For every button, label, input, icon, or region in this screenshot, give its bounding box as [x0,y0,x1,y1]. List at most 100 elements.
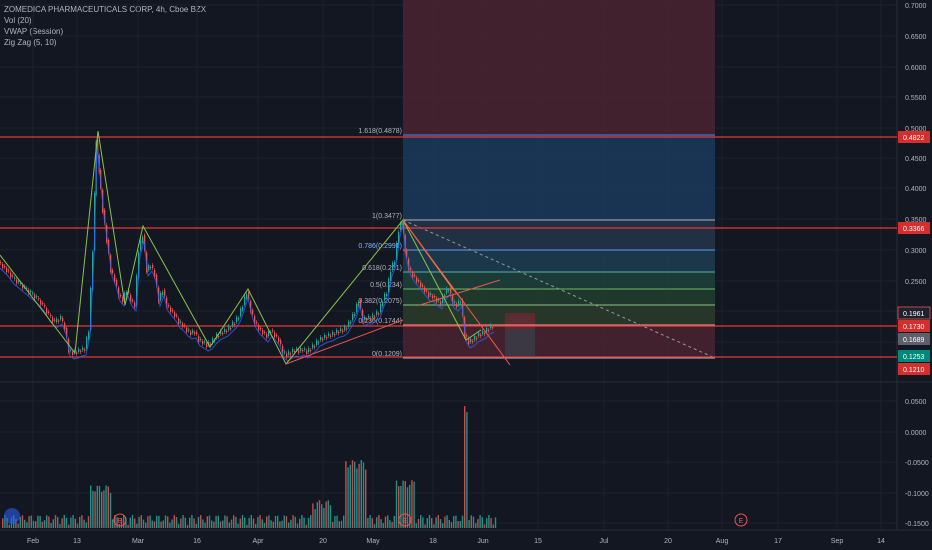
candle [92,252,94,290]
candle [300,348,302,351]
candle [332,332,334,335]
candle [22,284,24,289]
candle [450,288,452,293]
candle [280,340,282,344]
volume-bar [371,518,373,528]
volume-bar [246,524,248,528]
candle [196,332,198,334]
volume-bar [167,516,169,528]
zigzag-line [0,130,482,365]
candle [120,295,122,297]
volume-bar [224,515,226,528]
candle [352,314,354,320]
volume-bar [222,520,224,528]
candle [428,292,430,297]
legend-volume[interactable]: Vol (20) [4,16,32,25]
volume-bar [233,515,235,528]
candle [486,328,488,332]
candle [166,297,168,307]
time-axis-tick: 18 [429,538,437,545]
candle [384,294,386,300]
volume-bar [384,516,387,528]
candle [230,328,232,330]
volume-bar [263,522,266,528]
earnings-marker-icon [113,513,127,527]
candle [258,325,260,330]
volume-bar [296,523,299,528]
fib-label: 0.236(0.1744) [358,318,402,325]
candle [358,302,360,306]
candle [250,301,252,312]
candle [246,294,248,299]
tradingview-logo-icon [4,508,20,524]
volume-bar [444,516,446,528]
volume-bar [413,481,415,528]
volume-bar [182,515,184,528]
time-axis-tick: Jul [600,538,609,545]
time-axis-tick: Apr [253,538,265,545]
candle [290,353,292,355]
volume-bar [248,517,250,528]
time-axis-tick: 13 [73,538,81,545]
candle [264,332,266,334]
candle [104,210,106,223]
earnings-marker-icon [734,513,748,527]
candle [44,305,46,307]
candle [328,333,330,336]
volume-bar [325,501,327,528]
volume-bar [211,520,213,528]
candle [82,347,84,350]
volume-bar [303,517,305,528]
volume-axis-tick: 0.0500 [905,399,927,406]
volume-bar [415,523,417,528]
volume-bar [39,515,41,528]
volume-bar [402,480,404,528]
candle [242,307,244,311]
volume-bar [270,520,272,528]
volume-bar [354,461,356,528]
candle [458,300,460,305]
volume-bar [318,500,321,528]
chart-legend: ZOMEDICA PHARMACEUTICALS CORP, 4h, Cboe … [4,4,206,48]
candle [382,302,384,306]
volume-bar [204,522,206,528]
volume-bar [28,516,30,528]
candle [444,295,446,298]
volume-bar [123,515,125,528]
volume-bar [409,484,411,528]
volume-bar [193,518,195,528]
volume-bar [398,486,400,528]
legend-vwap[interactable]: VWAP (Session) [4,27,64,36]
candle [276,335,278,337]
candle [188,329,190,331]
candle [320,337,322,340]
volume-axis-tick: -0.0500 [905,460,929,467]
candle [432,295,434,298]
volume-bar [21,515,24,528]
candle [286,353,288,357]
candle [224,329,226,332]
price-level-tag [898,320,930,332]
legend-symbol[interactable]: ZOMEDICA PHARMACEUTICALS CORP, 4h, Cboe … [4,5,207,14]
candle [403,220,405,233]
volume-bar [52,519,54,528]
volume-bars [2,406,497,528]
price-level-tag [898,131,930,143]
candle [322,339,324,341]
volume-bar [411,480,413,528]
candle [316,340,318,345]
legend-zigzag[interactable]: Zig Zag (5, 10) [4,38,57,47]
volume-bar [446,515,448,528]
volume-bar [347,467,349,528]
candle [112,270,114,273]
candle [412,271,414,277]
price-level-tag-label: 0.4822 [903,135,925,142]
candle [366,319,368,321]
volume-bar [470,515,472,528]
volume-bar [186,524,189,528]
volume-bar [184,517,186,528]
candle [160,293,162,300]
price-level-tag-label: 0.3366 [903,226,925,233]
volume-bar [8,524,10,528]
